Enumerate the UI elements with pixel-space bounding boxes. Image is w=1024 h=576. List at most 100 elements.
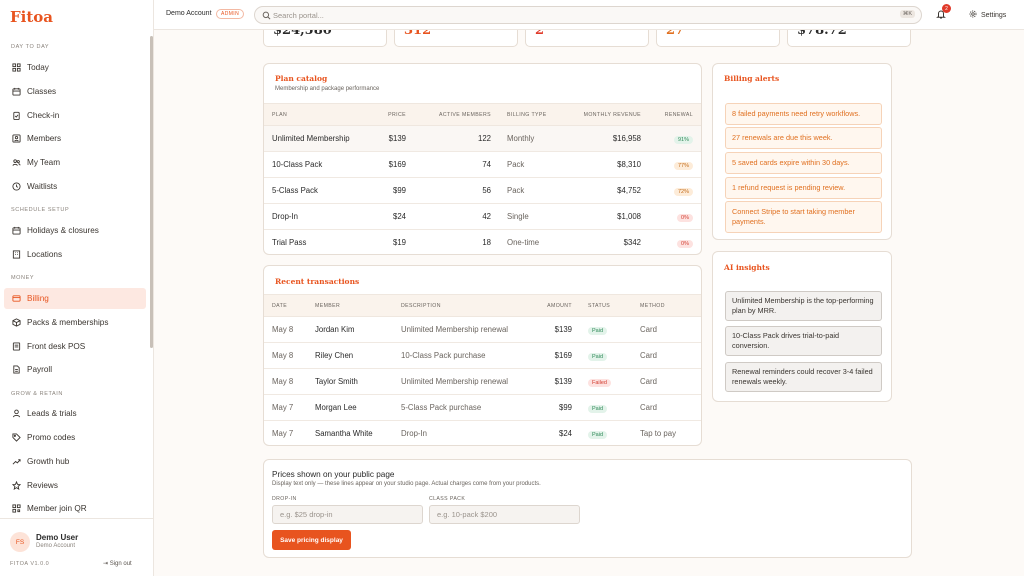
table-row[interactable]: 5-Class Pack $99 56 Pack $4,752 72% <box>264 177 701 204</box>
plan-name: 5-Class Pack <box>264 177 374 204</box>
alert-item[interactable]: 5 saved cards expire within 30 days. <box>725 152 882 174</box>
transactions-title: Recent transactions <box>275 277 360 286</box>
col-renewal[interactable]: RENEWAL <box>649 103 701 126</box>
sidebar-item-label: Locations <box>27 250 63 259</box>
plan-table-header: PLAN PRICE ACTIVE MEMBERS BILLING TYPE M… <box>264 103 701 126</box>
sidebar-item-locations[interactable]: Locations <box>4 244 146 265</box>
dropin-field[interactable] <box>272 505 423 524</box>
sidebar-item-billing[interactable]: Billing <box>4 288 146 309</box>
tx-description: Unlimited Membership renewal <box>393 368 523 395</box>
sidebar-item-label: Front desk POS <box>27 342 86 351</box>
billing-alerts-title: Billing alerts <box>724 74 780 83</box>
plan-monthly-revenue: $1,008 <box>569 203 649 230</box>
table-row[interactable]: May 7 Samantha White Drop-In $24 Paid Tap to … <box>264 421 701 446</box>
renewal-badge: 0% <box>677 239 693 248</box>
sidebar-item-label: My Team <box>27 158 61 167</box>
trending-up-icon <box>11 457 21 467</box>
table-row[interactable]: May 8 Taylor Smith Unlimited Membership re… <box>264 368 701 395</box>
stat-value: 2 <box>535 23 545 38</box>
save-pricing-button[interactable]: Save pricing display <box>272 530 351 550</box>
table-row[interactable]: May 8 Jordan Kim Unlimited Membership rene… <box>264 316 701 343</box>
col-plan[interactable]: PLAN <box>264 103 374 126</box>
col-amount[interactable]: AMOUNT <box>523 294 580 317</box>
search-input[interactable] <box>273 9 873 22</box>
search-bar[interactable]: ⌘K <box>254 6 922 24</box>
ai-insights-card: AI insights Unlimited Membership is the … <box>712 251 892 402</box>
account-name[interactable]: Demo Account <box>166 10 212 17</box>
tx-method: Tap to pay <box>640 429 676 439</box>
user-icon <box>11 409 21 419</box>
tx-date: May 8 <box>264 368 307 395</box>
alert-item[interactable]: 1 refund request is pending review. <box>725 177 882 199</box>
sidebar-scrollbar[interactable] <box>150 36 153 348</box>
tag-icon <box>11 433 21 443</box>
sidebar-item-members[interactable]: Members <box>4 128 146 149</box>
sidebar-item-packs[interactable]: Packs & memberships <box>4 312 146 333</box>
sidebar-item-pos[interactable]: Front desk POS <box>4 336 146 357</box>
tx-member: Morgan Lee <box>307 394 393 421</box>
table-row[interactable]: May 8 Riley Chen 10-Class Pack purchase $16… <box>264 342 701 369</box>
status-badge: Paid <box>588 430 608 439</box>
classpack-field[interactable] <box>429 505 580 524</box>
avatar[interactable]: FS <box>10 532 30 552</box>
sidebar-item-label: Classes <box>27 87 57 96</box>
sidebar-item-label: Leads & trials <box>27 409 77 418</box>
app-logo[interactable]: Fitoa <box>10 8 54 26</box>
sidebar-item-growth[interactable]: Growth hub <box>4 451 146 472</box>
plan-active-members: 56 <box>414 177 499 204</box>
plan-catalog-card: Plan catalog Membership and package perf… <box>263 63 702 255</box>
alert-item[interactable]: 8 failed payments need retry workflows. <box>725 103 882 125</box>
col-description[interactable]: DESCRIPTION <box>393 294 523 317</box>
tx-member: Riley Chen <box>307 342 393 369</box>
plan-monthly-revenue: $342 <box>623 238 641 248</box>
sidebar-item-today[interactable]: Today <box>4 57 146 78</box>
table-row[interactable]: May 7 Morgan Lee 5-Class Pack purchase $99 P… <box>264 394 701 421</box>
col-status[interactable]: STATUS <box>580 294 632 317</box>
table-row[interactable]: Drop-In $24 42 Single $1,008 0% <box>264 203 701 230</box>
plan-name: 10-Class Pack <box>264 151 374 178</box>
tx-method: Card <box>632 394 701 421</box>
tx-method: Card <box>632 368 701 395</box>
transactions-table-header: DATE MEMBER DESCRIPTION AMOUNT STATUS ME… <box>264 294 701 317</box>
status-badge: Failed <box>588 378 611 387</box>
table-row[interactable]: 10-Class Pack $169 74 Pack $8,310 77% <box>264 151 701 178</box>
table-row[interactable]: Unlimited Membership $139 122 Monthly $16,95… <box>264 125 701 152</box>
star-icon <box>11 481 21 491</box>
col-method[interactable]: METHOD <box>632 294 701 317</box>
sidebar-item-leads[interactable]: Leads & trials <box>4 403 146 424</box>
tx-amount: $139 <box>523 368 580 395</box>
tx-description: Unlimited Membership renewal <box>393 316 523 343</box>
col-price[interactable]: PRICE <box>374 103 414 126</box>
sidebar-item-label: Promo codes <box>27 433 76 442</box>
alert-item[interactable]: 27 renewals are due this week. <box>725 127 882 149</box>
sidebar-item-holidays[interactable]: Holidays & closures <box>4 220 146 241</box>
sidebar-item-qr[interactable]: Member join QR <box>4 498 146 519</box>
ai-insights-title: AI insights <box>724 263 770 272</box>
sidebar-item-classes[interactable]: Classes <box>4 81 146 102</box>
id-card-icon <box>11 134 21 144</box>
col-member[interactable]: MEMBER <box>307 294 393 317</box>
credit-card-icon <box>11 294 21 304</box>
col-billing[interactable]: BILLING TYPE <box>499 103 569 126</box>
plan-billing-type: Monthly <box>499 125 569 152</box>
sidebar-item-waitlists[interactable]: Waitlists <box>4 176 146 197</box>
col-revenue[interactable]: MONTHLY REVENUE <box>569 103 649 126</box>
renewal-badge: 77% <box>673 161 693 170</box>
sidebar-item-my-team[interactable]: My Team <box>4 152 146 173</box>
alert-item[interactable]: Connect Stripe to start taking member pa… <box>725 201 882 233</box>
gear-icon <box>969 10 977 20</box>
sidebar-item-reviews[interactable]: Reviews <box>4 475 146 496</box>
sidebar-item-payroll[interactable]: Payroll <box>4 359 146 380</box>
table-row[interactable]: Trial Pass $19 18 One-time $342 0% <box>264 230 701 255</box>
col-active[interactable]: ACTIVE MEMBERS <box>414 103 499 126</box>
renewal-badge: 91% <box>673 135 693 144</box>
settings-button[interactable]: Settings <box>969 10 1006 20</box>
sidebar-item-checkin[interactable]: Check-in <box>4 105 146 126</box>
sign-out-button[interactable]: ⇥ Sign out <box>103 560 132 567</box>
plan-name: Trial Pass <box>272 238 307 248</box>
settings-label: Settings <box>981 11 1007 19</box>
search-icon <box>262 11 271 22</box>
section-day-to-day: DAY TO DAY <box>11 44 50 50</box>
col-date[interactable]: DATE <box>264 294 307 317</box>
sidebar-item-promo[interactable]: Promo codes <box>4 427 146 448</box>
